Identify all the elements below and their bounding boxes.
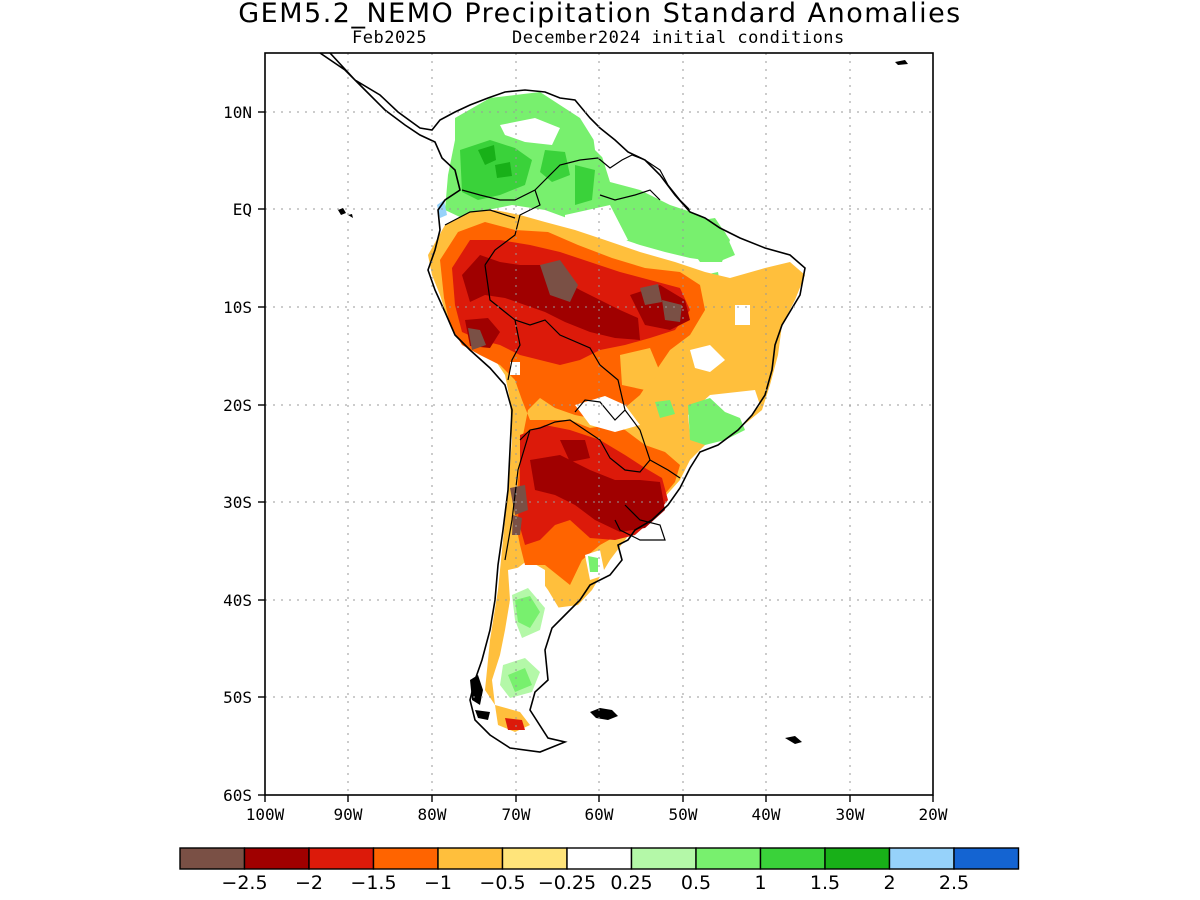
anomaly-region-dry-darkred bbox=[462, 255, 690, 532]
colorbar-swatch bbox=[695, 847, 762, 870]
falkland-islands bbox=[590, 708, 618, 720]
colorbar-label: 1.5 bbox=[810, 872, 840, 894]
x-tick-label: 80W bbox=[418, 805, 447, 824]
country-borders bbox=[444, 154, 691, 561]
anomaly-region-patagonia-green2 bbox=[508, 556, 598, 692]
colorbar-label: −1 bbox=[424, 872, 452, 894]
forecast-month: Feb2025 bbox=[352, 28, 428, 48]
y-axis-labels: 10N EQ 10S 20S 30S 40S 50S 60S bbox=[223, 103, 252, 805]
colorbar-swatch bbox=[437, 847, 504, 870]
colorbar-label: −2.5 bbox=[221, 872, 267, 894]
islands bbox=[338, 60, 908, 744]
y-tick-label: 30S bbox=[223, 493, 252, 512]
x-tick-label: 90W bbox=[334, 805, 363, 824]
colorbar-swatch bbox=[501, 847, 568, 870]
colorbar-swatch bbox=[953, 847, 1020, 870]
anomaly-region-east-amazon-green bbox=[688, 218, 730, 298]
anomaly-region-venezuela-green bbox=[540, 150, 595, 205]
x-tick-label: 70W bbox=[502, 805, 531, 824]
colorbar-swatch bbox=[308, 847, 375, 870]
colorbar-swatch bbox=[824, 847, 891, 870]
y-tick-label: 60S bbox=[223, 786, 252, 805]
colorbar-label: 0.25 bbox=[610, 872, 652, 894]
chile-archipelago bbox=[470, 675, 490, 720]
coastline bbox=[319, 53, 806, 753]
caribbean-islands bbox=[895, 60, 908, 65]
south-america-coastline bbox=[319, 53, 806, 753]
y-tick-label: 40S bbox=[223, 591, 252, 610]
colorbar-swatch bbox=[243, 847, 310, 870]
axis-ticks bbox=[258, 111, 934, 802]
colorbar-swatch bbox=[566, 847, 633, 870]
y-tick-label: 10S bbox=[223, 298, 252, 317]
x-axis-labels: 100W 90W 80W 70W 60W 50W 40W 30W 20W bbox=[246, 805, 948, 824]
y-tick-label: 20S bbox=[223, 396, 252, 415]
colorbar-swatch bbox=[179, 847, 246, 870]
colorbar-swatch bbox=[759, 847, 826, 870]
south-georgia bbox=[785, 736, 802, 744]
initial-conditions-label: December2024 initial conditions bbox=[512, 28, 845, 48]
colorbar-label: −2 bbox=[295, 872, 323, 894]
colorbar-label: 0.5 bbox=[681, 872, 711, 894]
anomaly-region-southeast-green bbox=[655, 398, 745, 445]
colorbar-label: −0.5 bbox=[479, 872, 525, 894]
x-tick-label: 20W bbox=[919, 805, 948, 824]
colorbar-label: 2.5 bbox=[939, 872, 969, 894]
colorbar-swatch bbox=[630, 847, 697, 870]
anomaly-region-colombia-green2 bbox=[478, 145, 512, 178]
x-tick-label: 60W bbox=[585, 805, 614, 824]
x-tick-label: 30W bbox=[836, 805, 865, 824]
colorbar-label: 1 bbox=[754, 872, 766, 894]
anomaly-region-bolivia-lightorange bbox=[620, 348, 660, 390]
y-tick-label: EQ bbox=[233, 200, 252, 219]
map-title: GEM5.2_NEMO Precipitation Standard Anoma… bbox=[238, 0, 962, 29]
x-tick-label: 100W bbox=[246, 805, 285, 824]
colorbar-swatch bbox=[372, 847, 439, 870]
anomaly-shading bbox=[428, 92, 805, 732]
x-tick-label: 50W bbox=[669, 805, 698, 824]
colorbar-label: 2 bbox=[883, 872, 895, 894]
colorbar-label: −0.25 bbox=[538, 872, 596, 894]
galapagos bbox=[338, 208, 353, 218]
colorbar-label: −1.5 bbox=[350, 872, 396, 894]
colorbar-swatch bbox=[888, 847, 955, 870]
colorbar: −2.5 −2 −1.5 −1 −0.5 −0.25 0.25 0.5 1 1.5 2 2.5 bbox=[179, 847, 1020, 894]
y-tick-label: 50S bbox=[223, 688, 252, 707]
anomaly-region-tierra-fuego-red bbox=[505, 718, 525, 730]
y-tick-label: 10N bbox=[223, 103, 252, 122]
x-tick-label: 40W bbox=[752, 805, 781, 824]
